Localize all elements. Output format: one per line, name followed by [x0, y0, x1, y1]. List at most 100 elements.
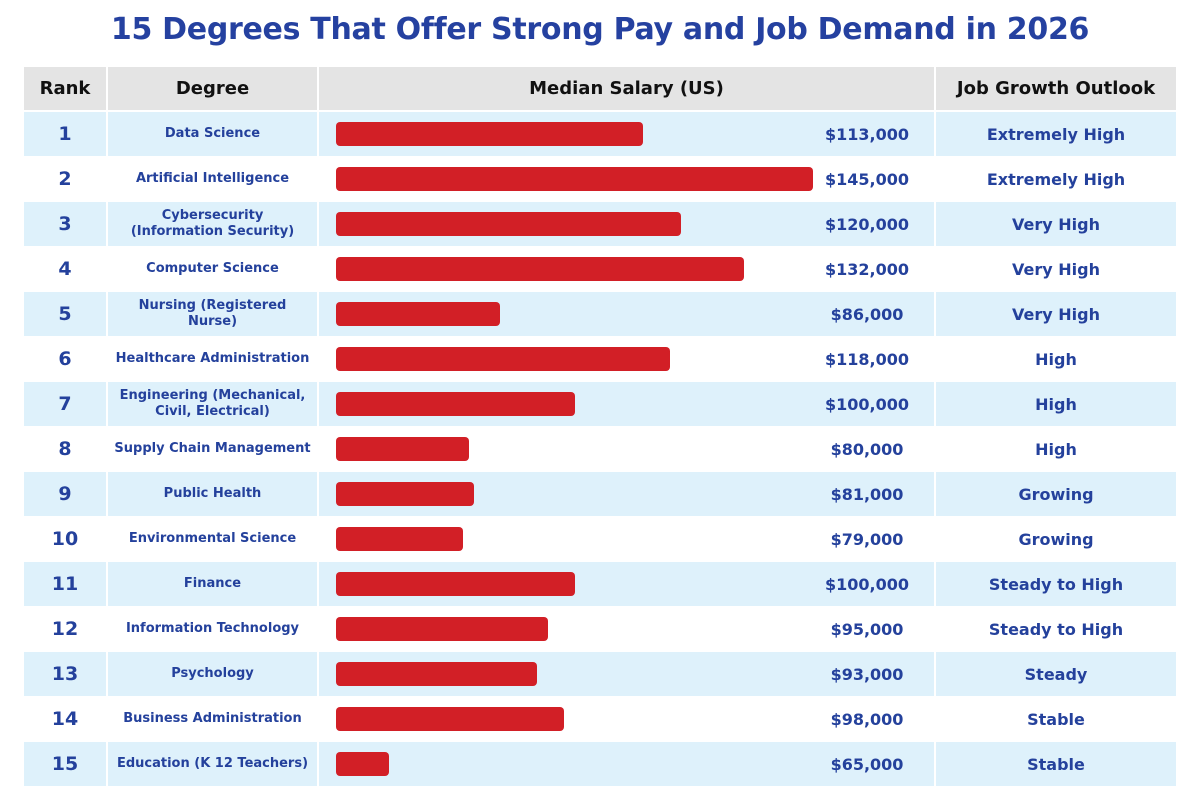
- table-row: 1 Data Science $113,000 Extremely High: [24, 112, 1176, 156]
- salary-cell: $100,000: [319, 382, 934, 426]
- salary-cell: $132,000: [319, 247, 934, 291]
- salary-bar: [336, 392, 575, 416]
- table-row: 5 Nursing (Registered Nurse) $86,000 Ver…: [24, 292, 1176, 336]
- table-row: 11 Finance $100,000 Steady to High: [24, 562, 1176, 606]
- salary-cell: $100,000: [319, 562, 934, 606]
- header-growth: Job Growth Outlook: [936, 67, 1176, 110]
- salary-cell: $145,000: [319, 157, 934, 201]
- table-row: 14 Business Administration $98,000 Stabl…: [24, 697, 1176, 741]
- rank-cell: 14: [24, 697, 106, 741]
- degree-cell: Computer Science: [108, 247, 317, 291]
- rank-cell: 1: [24, 112, 106, 156]
- salary-cell: $93,000: [319, 652, 934, 696]
- growth-cell: High: [936, 382, 1176, 426]
- rank-cell: 4: [24, 247, 106, 291]
- rank-cell: 12: [24, 607, 106, 651]
- salary-cell: $98,000: [319, 697, 934, 741]
- page-title: 15 Degrees That Offer Strong Pay and Job…: [110, 12, 1090, 47]
- table-header: Rank Degree Median Salary (US) Job Growt…: [24, 67, 1176, 110]
- salary-label: $113,000: [824, 124, 909, 144]
- salary-cell: $79,000: [319, 517, 934, 561]
- salary-label: $79,000: [830, 529, 904, 549]
- table-row: 7 Engineering (Mechanical, Civil, Electr…: [24, 382, 1176, 426]
- table-row: 8 Supply Chain Management $80,000 High: [24, 427, 1176, 471]
- growth-cell: Steady to High: [936, 607, 1176, 651]
- salary-bar: [336, 572, 575, 596]
- table-row: 3 Cybersecurity (Information Security) $…: [24, 202, 1176, 246]
- rank-cell: 7: [24, 382, 106, 426]
- table-row: 10 Environmental Science $79,000 Growing: [24, 517, 1176, 561]
- table-row: 15 Education (K 12 Teachers) $65,000 Sta…: [24, 742, 1176, 786]
- degree-cell: Psychology: [108, 652, 317, 696]
- degree-cell: Business Administration: [108, 697, 317, 741]
- salary-label: $95,000: [830, 619, 904, 639]
- rank-cell: 11: [24, 562, 106, 606]
- salary-bar: [336, 302, 501, 326]
- table-row: 4 Computer Science $132,000 Very High: [24, 247, 1176, 291]
- degree-cell: Engineering (Mechanical, Civil, Electric…: [108, 382, 317, 426]
- growth-cell: Very High: [936, 247, 1176, 291]
- salary-cell: $120,000: [319, 202, 934, 246]
- salary-label: $65,000: [830, 754, 904, 774]
- salary-bar: [336, 167, 813, 191]
- growth-cell: Steady: [936, 652, 1176, 696]
- salary-bar: [336, 617, 548, 641]
- growth-cell: Very High: [936, 202, 1176, 246]
- table-row: 12 Information Technology $95,000 Steady…: [24, 607, 1176, 651]
- degree-cell: Information Technology: [108, 607, 317, 651]
- rank-cell: 13: [24, 652, 106, 696]
- growth-cell: High: [936, 337, 1176, 381]
- rank-cell: 8: [24, 427, 106, 471]
- salary-bar: [336, 662, 538, 686]
- growth-cell: Steady to High: [936, 562, 1176, 606]
- table-row: 6 Healthcare Administration $118,000 Hig…: [24, 337, 1176, 381]
- salary-label: $80,000: [830, 439, 904, 459]
- table-row: 13 Psychology $93,000 Steady: [24, 652, 1176, 696]
- degree-cell: Data Science: [108, 112, 317, 156]
- growth-cell: Extremely High: [936, 112, 1176, 156]
- salary-label: $86,000: [830, 304, 904, 324]
- table-row: 9 Public Health $81,000 Growing: [24, 472, 1176, 516]
- growth-cell: Stable: [936, 742, 1176, 786]
- salary-label: $118,000: [824, 349, 909, 369]
- rank-cell: 9: [24, 472, 106, 516]
- growth-cell: Very High: [936, 292, 1176, 336]
- header-degree: Degree: [108, 67, 317, 110]
- rank-cell: 6: [24, 337, 106, 381]
- salary-label: $120,000: [824, 214, 909, 234]
- degree-cell: Artificial Intelligence: [108, 157, 317, 201]
- salary-bar: [336, 527, 464, 551]
- salary-label: $93,000: [830, 664, 904, 684]
- rank-cell: 3: [24, 202, 106, 246]
- salary-table: Rank Degree Median Salary (US) Job Growt…: [24, 67, 1176, 787]
- salary-label: $98,000: [830, 709, 904, 729]
- salary-label: $100,000: [824, 394, 909, 414]
- salary-cell: $80,000: [319, 427, 934, 471]
- salary-bar: [336, 437, 469, 461]
- salary-label: $145,000: [824, 169, 909, 189]
- growth-cell: Extremely High: [936, 157, 1176, 201]
- degree-cell: Environmental Science: [108, 517, 317, 561]
- header-rank: Rank: [24, 67, 106, 110]
- growth-cell: Stable: [936, 697, 1176, 741]
- salary-label: $81,000: [830, 484, 904, 504]
- header-salary: Median Salary (US): [319, 67, 934, 110]
- degree-cell: Nursing (Registered Nurse): [108, 292, 317, 336]
- rank-cell: 15: [24, 742, 106, 786]
- growth-cell: High: [936, 427, 1176, 471]
- rank-cell: 2: [24, 157, 106, 201]
- salary-bar: [336, 212, 681, 236]
- salary-bar: [336, 257, 745, 281]
- salary-bar: [336, 752, 389, 776]
- salary-bar: [336, 347, 670, 371]
- salary-cell: $118,000: [319, 337, 934, 381]
- salary-cell: $113,000: [319, 112, 934, 156]
- degree-cell: Education (K 12 Teachers): [108, 742, 317, 786]
- salary-bar: [336, 122, 644, 146]
- degree-cell: Healthcare Administration: [108, 337, 317, 381]
- growth-cell: Growing: [936, 517, 1176, 561]
- degree-cell: Public Health: [108, 472, 317, 516]
- rank-cell: 10: [24, 517, 106, 561]
- degree-cell: Supply Chain Management: [108, 427, 317, 471]
- degree-cell: Cybersecurity (Information Security): [108, 202, 317, 246]
